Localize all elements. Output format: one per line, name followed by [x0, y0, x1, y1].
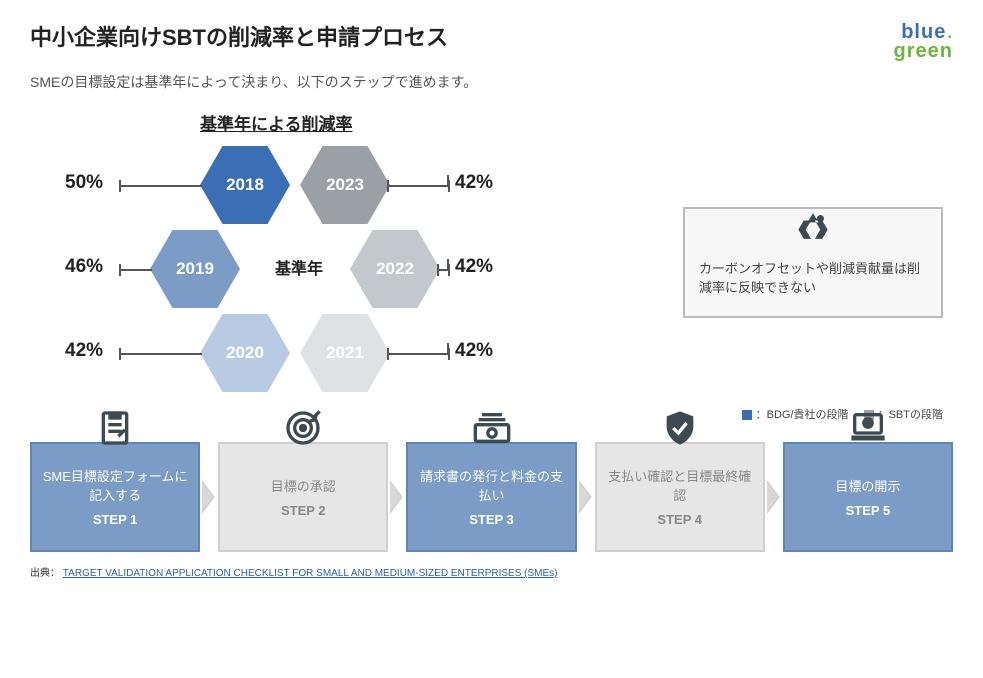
- step-num: STEP 1: [93, 512, 138, 527]
- step-2: 目標の承認 STEP 2: [218, 442, 388, 552]
- note-text: カーボンオフセットや削減貢献量は削減率に反映できない: [699, 261, 920, 296]
- step-arrow: [765, 442, 783, 552]
- step-text: SME目標設定フォームに記入する: [40, 466, 190, 504]
- pct-right-2: 42%: [455, 340, 493, 362]
- step-text: 目標の開示: [835, 476, 900, 495]
- step-arrow: [577, 442, 595, 552]
- pct-left-2: 42%: [65, 340, 103, 362]
- source-link[interactable]: TARGET VALIDATION APPLICATION CHECKLIST …: [63, 568, 558, 579]
- logo: blue. green: [894, 20, 953, 60]
- step-num: STEP 5: [846, 503, 891, 518]
- pct-left-0: 50%: [65, 172, 103, 194]
- step-text: 目標の承認: [271, 476, 336, 495]
- shield-icon: [660, 408, 700, 451]
- logo-bottom: green: [894, 40, 953, 62]
- step-1: SME目標設定フォームに記入する STEP 1: [30, 442, 200, 552]
- step-3: 請求書の発行と料金の支払い STEP 3: [406, 442, 576, 552]
- step-5: 目標の開示 STEP 5: [783, 442, 953, 552]
- hex-2021: 2021: [300, 314, 390, 392]
- conn-r0-cap: [448, 180, 450, 192]
- conn-l0: [120, 185, 202, 187]
- legend: ：BDG/貴社の段階 ：SBTの段階: [730, 406, 943, 422]
- step-arrow: [200, 442, 218, 552]
- conn-r2: [388, 353, 450, 355]
- hex-2019: 2019: [150, 230, 240, 308]
- note-box: カーボンオフセットや削減貢献量は削減率に反映できない: [683, 207, 943, 318]
- page-title: 中小企業向けSBTの削減率と申請プロセス: [30, 20, 448, 52]
- recycle-icon: [791, 204, 835, 254]
- clipboard-icon: [95, 408, 135, 451]
- step-num: STEP 2: [281, 503, 326, 518]
- hex-2018: 2018: [200, 146, 290, 224]
- laptop-icon: [848, 408, 888, 451]
- hexagon-section: 基準年による削減率 2018 2023 2019 2022 2020 2021 …: [0, 102, 983, 422]
- legend-label-0: ：BDG/貴社の段階: [756, 409, 849, 421]
- step-text: 支払い確認と目標最終確認: [605, 466, 755, 504]
- hex-title: 基準年による削減率: [200, 110, 353, 135]
- pct-right-1: 42%: [455, 256, 493, 278]
- step-num: STEP 4: [657, 512, 702, 527]
- conn-l2: [120, 353, 202, 355]
- subtitle: SMEの目標設定は基準年によって決まり、以下のステップで進めます。: [0, 60, 983, 92]
- pct-right-0: 42%: [455, 172, 493, 194]
- source-line: 出典： TARGET VALIDATION APPLICATION CHECKL…: [0, 552, 983, 579]
- step-4: 支払い確認と目標最終確認 STEP 4: [595, 442, 765, 552]
- pct-left-1: 46%: [65, 256, 103, 278]
- target-icon: [283, 408, 323, 451]
- step-arrow: [388, 442, 406, 552]
- step-num: STEP 3: [469, 512, 514, 527]
- legend-sq-0: [742, 410, 752, 420]
- conn-r2-cap: [448, 348, 450, 360]
- step-text: 請求書の発行と料金の支払い: [416, 466, 566, 504]
- hex-2023: 2023: [300, 146, 390, 224]
- conn-r0: [388, 185, 450, 187]
- conn-l1: [120, 269, 152, 271]
- hex-2022: 2022: [350, 230, 440, 308]
- money-icon: [472, 408, 512, 451]
- source-prefix: 出典：: [30, 568, 60, 579]
- hex-2020: 2020: [200, 314, 290, 392]
- center-label: 基準年: [275, 255, 323, 279]
- steps-row: SME目標設定フォームに記入する STEP 1 目標の承認 STEP 2 請求書の発行と…: [0, 422, 983, 552]
- conn-r1-cap: [448, 264, 450, 276]
